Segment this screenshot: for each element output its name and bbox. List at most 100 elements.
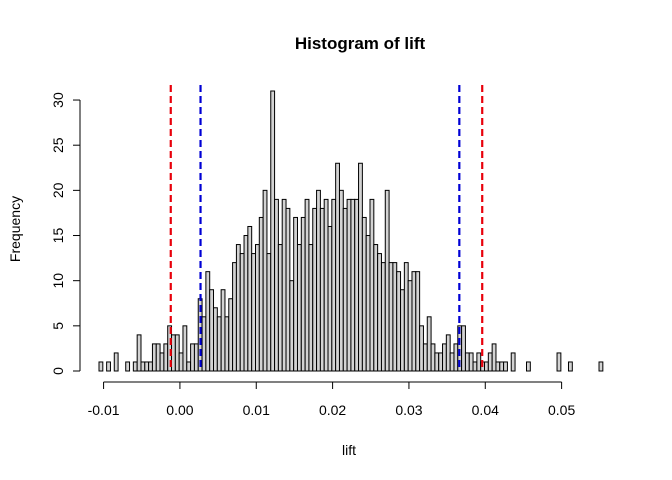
histogram-bar [476,352,482,372]
histogram-bar [442,343,447,372]
y-axis-label: Frequency [7,196,23,262]
histogram-bar [342,207,348,372]
histogram-bar [266,253,272,372]
histogram-bar [327,225,333,372]
histogram-bar [220,289,226,372]
histogram-bar [556,352,562,372]
histogram-bar [434,352,440,372]
histogram-bar [419,325,424,372]
histogram-bar [148,361,153,372]
histogram-bar [144,361,150,372]
histogram-bar [499,361,505,372]
histogram-bar [331,198,337,372]
histogram-bar [461,325,466,372]
histogram-bar [232,262,237,372]
x-tick-label: 0.00 [166,402,193,418]
histogram-bar [430,343,436,372]
y-tick-label: 30 [50,92,66,108]
histogram-bar [243,235,249,372]
histogram-bar [274,198,279,372]
histogram-bar [289,280,295,372]
histogram-bar [247,225,253,372]
histogram-bar [151,343,157,372]
histogram-bar [567,361,573,372]
histogram-bar [365,235,371,372]
x-tick-label: 0.01 [243,402,270,418]
histogram-bar [159,352,165,372]
y-tick-label: 5 [50,322,66,330]
histogram-bar [262,189,268,372]
histogram-bar [392,262,398,372]
histogram-bar [178,352,184,372]
histogram-bar [106,361,111,372]
histogram-bar [384,189,390,372]
histogram-bar [163,343,169,372]
histogram-bar [438,352,444,372]
histogram-bar [400,289,405,372]
x-tick-label: -0.01 [88,402,120,418]
x-tick-label: 0.03 [395,402,422,418]
histogram-bar [468,352,474,372]
reference-lines [169,85,484,371]
histogram-bar [403,262,409,372]
y-tick-label: 10 [50,273,66,289]
histogram-bar [140,361,146,372]
histogram-bar [308,244,314,372]
histogram-bar [354,198,360,372]
histogram-bar [239,253,245,372]
histogram-bar [136,334,142,372]
histogram-bar [316,189,321,372]
histogram-bar [277,244,283,372]
histogram-bar [495,361,501,372]
histogram-bar [216,316,222,372]
histogram-bar [510,352,516,372]
y-axis: 0 5 10 15 20 25 30 [50,92,81,375]
histogram-bar [453,343,459,372]
histogram-bar [358,162,363,372]
histogram-bar [487,352,493,372]
histogram-bar [125,361,131,372]
histogram-bar [205,271,211,372]
histogram-bar [350,198,356,372]
histogram-bar [300,216,306,372]
histogram-bar [335,162,340,372]
histogram-bar [445,334,451,372]
histogram-bar [449,352,455,372]
histogram-bar [190,343,195,372]
histogram-bar [396,271,402,372]
histogram-bar [281,198,287,372]
histogram-bar [285,207,291,372]
histogram-bar [132,361,138,372]
histogram-bar [228,298,234,372]
histogram-bar [503,361,508,372]
histogram-bar [415,271,421,372]
histogram-bar [422,343,428,372]
histogram-bar [171,334,176,372]
histogram-bar [213,307,218,372]
histogram-bar [98,361,104,372]
histogram-bar [377,253,382,372]
histogram-bar [407,280,413,372]
histogram-bar [373,244,379,372]
y-tick-label: 0 [50,367,66,375]
histogram-bar [251,253,256,372]
histogram-bar [526,361,531,372]
histogram-bar [380,262,386,372]
histogram-bar [201,316,207,372]
histogram-bar [369,198,375,372]
histogram-bar [255,244,260,372]
histogram-bar [484,361,489,372]
histogram-bar [312,207,318,372]
y-tick-label: 25 [50,137,66,153]
histogram-bar [186,361,192,372]
histogram-bar [472,361,478,372]
x-axis: -0.01 0.00 0.01 0.02 0.03 0.04 0.05 [88,381,575,418]
histogram-bar [258,216,264,372]
x-axis-label: lift [342,442,356,458]
histogram-bar [296,244,302,372]
histogram-bar [346,198,352,372]
histogram-bar [319,207,325,372]
histogram-bar [304,198,310,372]
histogram-bar [174,334,180,372]
histogram-bar [155,343,161,372]
